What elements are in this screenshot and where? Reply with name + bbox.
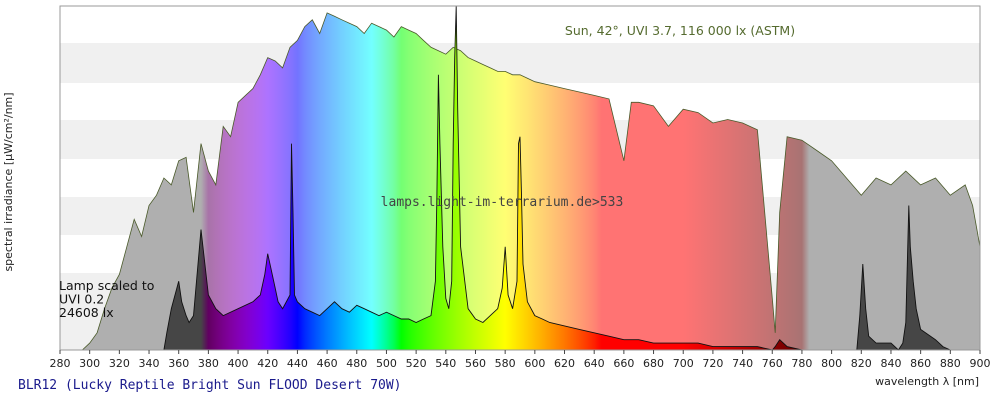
x-tick-label: 820 bbox=[851, 357, 872, 370]
x-tick-label: 560 bbox=[465, 357, 486, 370]
x-tick-label: 760 bbox=[762, 357, 783, 370]
x-tick-label: 440 bbox=[287, 357, 308, 370]
x-tick-label: 400 bbox=[228, 357, 249, 370]
sun-label: Sun, 42°, UVI 3.7, 116 000 lx (ASTM) bbox=[565, 23, 795, 38]
x-tick-label: 520 bbox=[406, 357, 427, 370]
x-tick-label: 480 bbox=[346, 357, 367, 370]
x-tick-label: 300 bbox=[79, 357, 100, 370]
watermark-text: lamps.light-im-terrarium.de>533 bbox=[381, 195, 624, 210]
x-tick-label: 740 bbox=[732, 357, 753, 370]
plot-frame bbox=[59, 5, 981, 351]
x-tick-label: 500 bbox=[376, 357, 397, 370]
x-tick-label: 580 bbox=[495, 357, 516, 370]
chart-title: BLR12 (Lucky Reptile Bright Sun FLOOD De… bbox=[18, 378, 402, 393]
x-tick-label: 720 bbox=[702, 357, 723, 370]
x-tick-label: 700 bbox=[673, 357, 694, 370]
x-tick-label: 900 bbox=[970, 357, 991, 370]
x-tick-label: 840 bbox=[880, 357, 901, 370]
x-axis-label: wavelength λ [nm] bbox=[875, 375, 979, 388]
lamp-label-line: UVI 0.2 bbox=[59, 292, 104, 307]
lamp-spectrum-area bbox=[60, 6, 951, 350]
lamp-label-line: Lamp scaled to bbox=[59, 278, 154, 293]
sun-spectrum-line bbox=[60, 12, 981, 351]
lamp-label-line: 24608 lx bbox=[59, 305, 114, 320]
x-tick-label: 420 bbox=[257, 357, 278, 370]
x-tick-label: 800 bbox=[821, 357, 842, 370]
x-tick-label: 880 bbox=[940, 357, 961, 370]
x-tick-label: 320 bbox=[109, 357, 130, 370]
x-tick-label: 360 bbox=[168, 357, 189, 370]
x-tick-label: 460 bbox=[317, 357, 338, 370]
x-tick-label: 780 bbox=[791, 357, 812, 370]
x-tick-label: 860 bbox=[910, 357, 931, 370]
x-tick-label: 380 bbox=[198, 357, 219, 370]
x-tick-label: 540 bbox=[435, 357, 456, 370]
x-tick-label: 620 bbox=[554, 357, 575, 370]
x-tick-label: 640 bbox=[584, 357, 605, 370]
x-tick-label: 660 bbox=[613, 357, 634, 370]
x-tick-label: 340 bbox=[139, 357, 160, 370]
x-tick-label: 600 bbox=[524, 357, 545, 370]
x-tick-label: 680 bbox=[643, 357, 664, 370]
x-tick-label: 280 bbox=[50, 357, 71, 370]
y-axis-label: spectral irradiance [µW/cm²/nm] bbox=[2, 92, 15, 271]
